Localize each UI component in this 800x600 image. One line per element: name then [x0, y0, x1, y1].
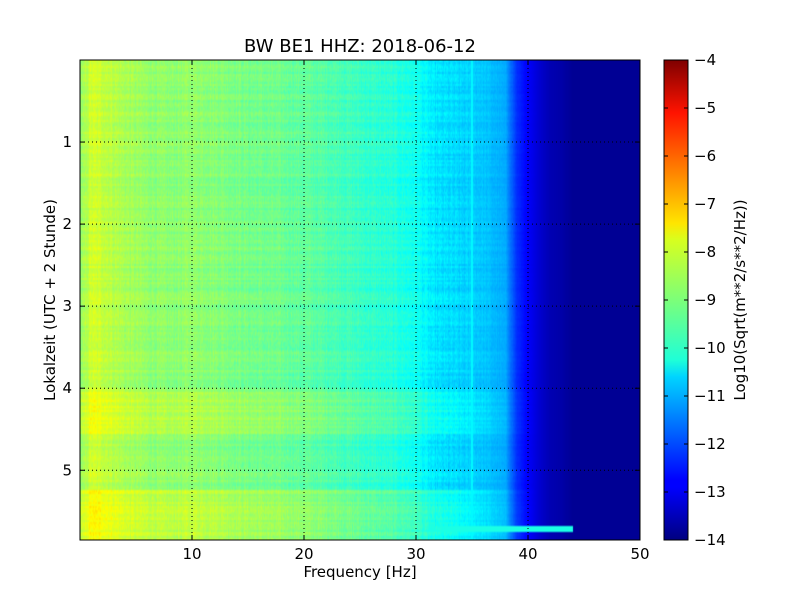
x-axis-ticks: 10 20 30 40 50 [182, 60, 650, 563]
y-tick-label: 2 [62, 215, 72, 233]
y-tick-label: 1 [62, 133, 72, 151]
y-axis-label: Lokalzeit (UTC + 2 Stunde) [41, 199, 59, 401]
colorbar-tick-label: −7 [694, 195, 716, 213]
heatmap-plot [80, 60, 640, 540]
x-tick-label: 40 [518, 545, 537, 563]
colorbar-tick-label: −13 [694, 483, 726, 501]
colorbar-tick-label: −10 [694, 339, 726, 357]
colorbar-tick-label: −4 [694, 51, 716, 69]
colorbar-tick-label: −6 [694, 147, 716, 165]
colorbar-tick-label: −12 [694, 435, 726, 453]
y-tick-label: 3 [62, 297, 72, 315]
x-tick-label: 10 [182, 545, 201, 563]
spectrogram-heatmap [80, 60, 640, 540]
colorbar-tick-label: −9 [694, 291, 716, 309]
x-tick-label: 30 [406, 545, 425, 563]
y-tick-label: 5 [62, 461, 72, 479]
colorbar-tick-label: −14 [694, 531, 726, 549]
colorbar-tick-label: −5 [694, 99, 716, 117]
x-axis-label: Frequency [Hz] [303, 563, 416, 581]
x-tick-label: 50 [630, 545, 649, 563]
y-tick-label: 4 [62, 379, 72, 397]
chart-title: BW BE1 HHZ: 2018-06-12 [244, 36, 476, 57]
y-axis-ticks: 1 2 3 4 5 [62, 133, 640, 479]
x-tick-label: 20 [294, 545, 313, 563]
colorbar-tick-label: −8 [694, 243, 716, 261]
colorbar-tick-label: −11 [694, 387, 726, 405]
colorbar-label: Log10(Sqrt(m**2/s**2/Hz)) [731, 199, 749, 400]
grid-lines [80, 60, 640, 540]
colorbar-ticks: −4 −5 −6 −7 −8 −9 −10 −11 −12 −13 −14 [664, 51, 726, 549]
plot-frame [79, 59, 641, 541]
